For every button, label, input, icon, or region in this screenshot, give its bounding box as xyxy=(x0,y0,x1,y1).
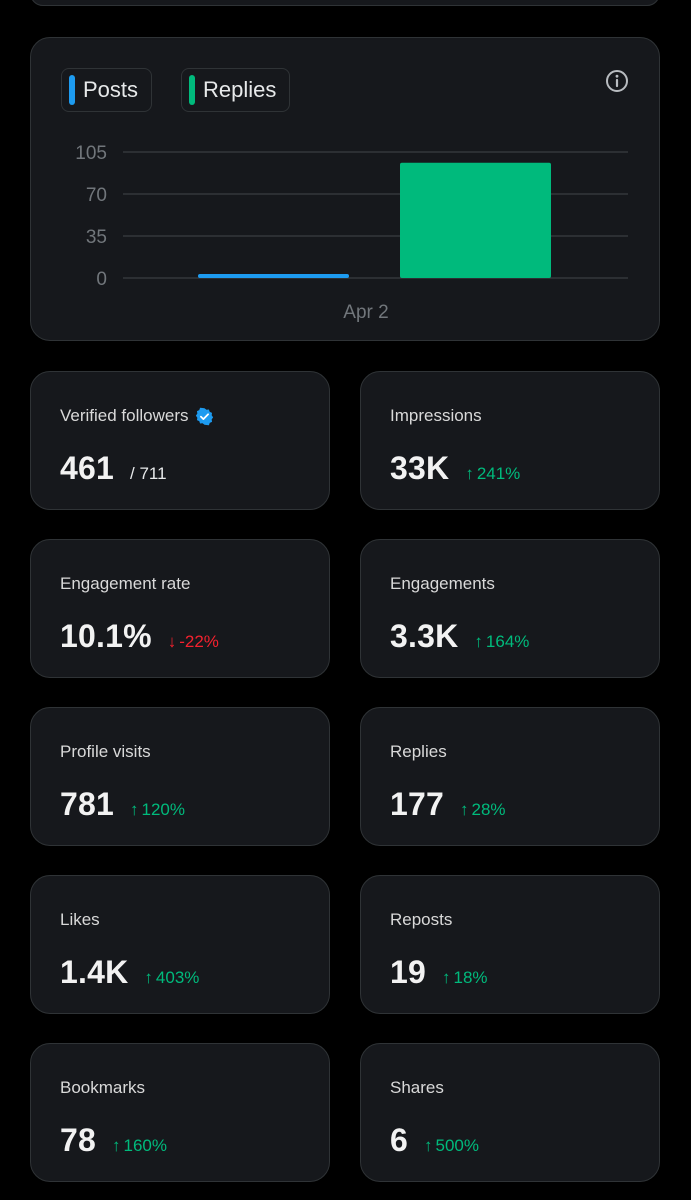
metric-value-row: 461 / 711 xyxy=(60,450,167,487)
metric-change: ↑ 120% xyxy=(130,800,185,820)
metric-value: 461 xyxy=(60,450,114,486)
metric-label-text: Profile visits xyxy=(60,742,151,761)
legend-posts-label: Posts xyxy=(83,77,139,102)
y-tick-label: 105 xyxy=(75,143,107,164)
metric-value-row: 1.4K ↑ 403% xyxy=(60,954,199,991)
verified-badge-icon xyxy=(195,407,213,425)
metric-card-likes[interactable]: Likes 1.4K ↑ 403% xyxy=(30,875,330,1014)
metric-change-value: 18% xyxy=(453,968,488,987)
metric-label: Bookmarks xyxy=(60,1078,145,1098)
metric-change: ↑ 241% xyxy=(465,464,520,484)
x-category-label: Apr 2 xyxy=(343,302,388,323)
metric-value: 1.4K xyxy=(60,954,129,990)
info-icon[interactable] xyxy=(605,69,629,93)
metric-change-value: 120% xyxy=(141,800,185,819)
metric-label: Impressions xyxy=(390,406,482,426)
metric-value: 78 xyxy=(60,1122,96,1158)
metric-value-row: 33K ↑ 241% xyxy=(390,450,520,487)
metric-value: 6 xyxy=(390,1122,408,1158)
metric-value: 33K xyxy=(390,450,450,486)
arrow-up-icon: ↑ xyxy=(424,1136,433,1155)
metric-card-engagements[interactable]: Engagements 3.3K ↑ 164% xyxy=(360,539,660,678)
metric-card-replies[interactable]: Replies 177 ↑ 28% xyxy=(360,707,660,846)
metric-value: 781 xyxy=(60,786,114,822)
metric-change: ↑ 28% xyxy=(460,800,506,820)
legend-posts[interactable]: Posts xyxy=(61,68,152,112)
metric-change-value: -22% xyxy=(179,632,219,651)
metric-card-shares[interactable]: Shares 6 ↑ 500% xyxy=(360,1043,660,1182)
metric-label: Reposts xyxy=(390,910,452,930)
metric-value: 177 xyxy=(390,786,444,822)
metric-label: Shares xyxy=(390,1078,444,1098)
metric-label: Likes xyxy=(60,910,100,930)
metric-label-text: Reposts xyxy=(390,910,453,929)
metric-value: 19 xyxy=(390,954,426,990)
arrow-up-icon: ↑ xyxy=(460,800,469,819)
metric-label: Profile visits xyxy=(60,742,151,762)
metric-change: ↑ 164% xyxy=(474,632,529,652)
arrow-up-icon: ↑ xyxy=(144,968,153,987)
metric-value-row: 19 ↑ 18% xyxy=(390,954,488,991)
metric-card-reposts[interactable]: Reposts 19 ↑ 18% xyxy=(360,875,660,1014)
arrow-down-icon: ↓ xyxy=(167,632,177,651)
metric-change-value: 403% xyxy=(155,968,200,987)
metric-change: ↑ 500% xyxy=(424,1136,479,1156)
metric-change-value: 28% xyxy=(471,800,506,819)
metric-card-bookmarks[interactable]: Bookmarks 78 ↑ 160% xyxy=(30,1043,330,1182)
bar-posts[interactable] xyxy=(198,274,349,278)
metric-change: ↑ 160% xyxy=(112,1136,167,1156)
metric-change: ↑ 403% xyxy=(144,968,199,988)
metric-label-text: Bookmarks xyxy=(60,1078,146,1097)
metric-value-row: 3.3K ↑ 164% xyxy=(390,618,529,655)
metric-total: / 711 xyxy=(130,464,167,483)
metric-label-text: Engagements xyxy=(390,574,495,593)
legend-replies-label: Replies xyxy=(203,77,277,102)
metric-value-row: 6 ↑ 500% xyxy=(390,1122,479,1159)
metric-label-text: Likes xyxy=(60,910,100,929)
metric-value-row: 78 ↑ 160% xyxy=(60,1122,167,1159)
metric-label-text: Engagement rate xyxy=(60,574,191,593)
metric-change-value: 160% xyxy=(123,1136,167,1155)
metric-label-text: Shares xyxy=(390,1078,444,1097)
metric-value-row: 10.1% ↓ -22% xyxy=(60,618,219,655)
y-tick-label: 0 xyxy=(96,269,107,290)
metric-change: ↑ 18% xyxy=(442,968,488,988)
metric-change-value: 164% xyxy=(485,632,530,651)
metric-value-row: 177 ↑ 28% xyxy=(390,786,506,823)
legend-replies[interactable]: Replies xyxy=(181,68,290,112)
metric-card-engagement-rate[interactable]: Engagement rate 10.1% ↓ -22% xyxy=(30,539,330,678)
activity-chart-card: Posts Replies 105 70 35 0 Apr 2 xyxy=(30,37,660,341)
metric-card-verified-followers[interactable]: Verified followers 461 / 711 xyxy=(30,371,330,510)
arrow-up-icon: ↑ xyxy=(442,968,451,987)
metric-label: Verified followers xyxy=(60,406,214,426)
arrow-up-icon: ↑ xyxy=(112,1136,121,1155)
metric-value: 10.1% xyxy=(60,618,152,654)
metric-label-text: Verified followers xyxy=(60,406,189,425)
metric-card-profile-visits[interactable]: Profile visits 781 ↑ 120% xyxy=(30,707,330,846)
y-tick-label: 35 xyxy=(86,227,107,248)
previous-card xyxy=(30,0,660,6)
metric-label: Engagements xyxy=(390,574,495,594)
metric-label: Replies xyxy=(390,742,447,762)
y-tick-label: 70 xyxy=(86,185,107,206)
metric-value-row: 781 ↑ 120% xyxy=(60,786,185,823)
bar-replies[interactable] xyxy=(400,162,551,278)
metric-label: Engagement rate xyxy=(60,574,190,594)
arrow-up-icon: ↑ xyxy=(474,632,483,651)
bar-chart: 105 70 35 0 Apr 2 xyxy=(75,143,628,323)
metric-change-value: 241% xyxy=(476,464,521,483)
arrow-up-icon: ↑ xyxy=(130,800,139,819)
replies-swatch xyxy=(189,75,195,105)
metric-change-value: 500% xyxy=(435,1136,479,1155)
posts-swatch xyxy=(69,75,75,105)
metric-change: ↓ -22% xyxy=(168,632,219,652)
arrow-up-icon: ↑ xyxy=(465,464,474,483)
metric-label-text: Replies xyxy=(390,742,447,761)
metric-value: 3.3K xyxy=(390,618,459,654)
metric-card-impressions[interactable]: Impressions 33K ↑ 241% xyxy=(360,371,660,510)
metric-label-text: Impressions xyxy=(390,406,482,425)
